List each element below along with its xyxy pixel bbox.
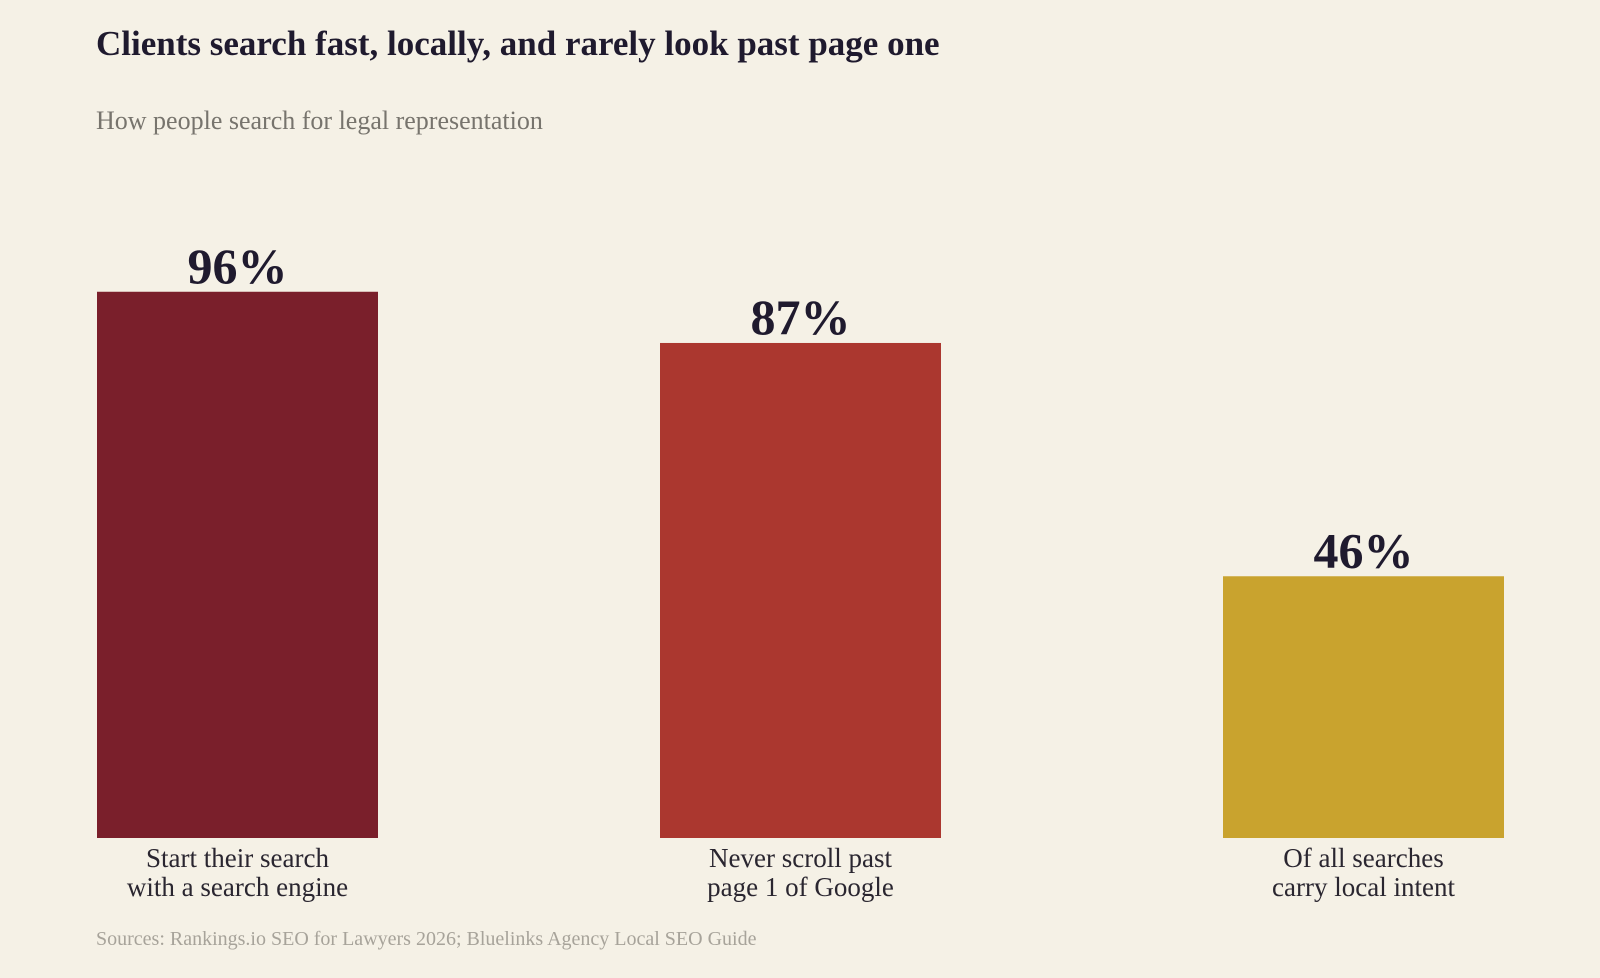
chart-source-note: Sources: Rankings.io SEO for Lawyers 202… [96,928,757,950]
chart-subtitle: How people search for legal representati… [96,106,543,135]
category-label-3-line-2: carry local intent [1272,872,1455,902]
category-label-3-line-1: Of all searches [1283,843,1443,873]
category-label-2-line-1: Never scroll past [709,843,892,873]
category-label-1-line-2: with a search engine [127,872,348,902]
chart-title: Clients search fast, locally, and rarely… [96,24,940,63]
bar-value-label-2: 87% [751,289,851,345]
bar-1 [97,291,378,838]
bar-2 [660,342,941,838]
bar-value-label-1: 96% [188,238,288,294]
category-label-2-line-2: page 1 of Google [707,872,894,902]
bar-3 [1223,576,1504,838]
bar-value-label-3: 46% [1314,522,1414,578]
category-label-1-line-1: Start their search [146,843,329,873]
